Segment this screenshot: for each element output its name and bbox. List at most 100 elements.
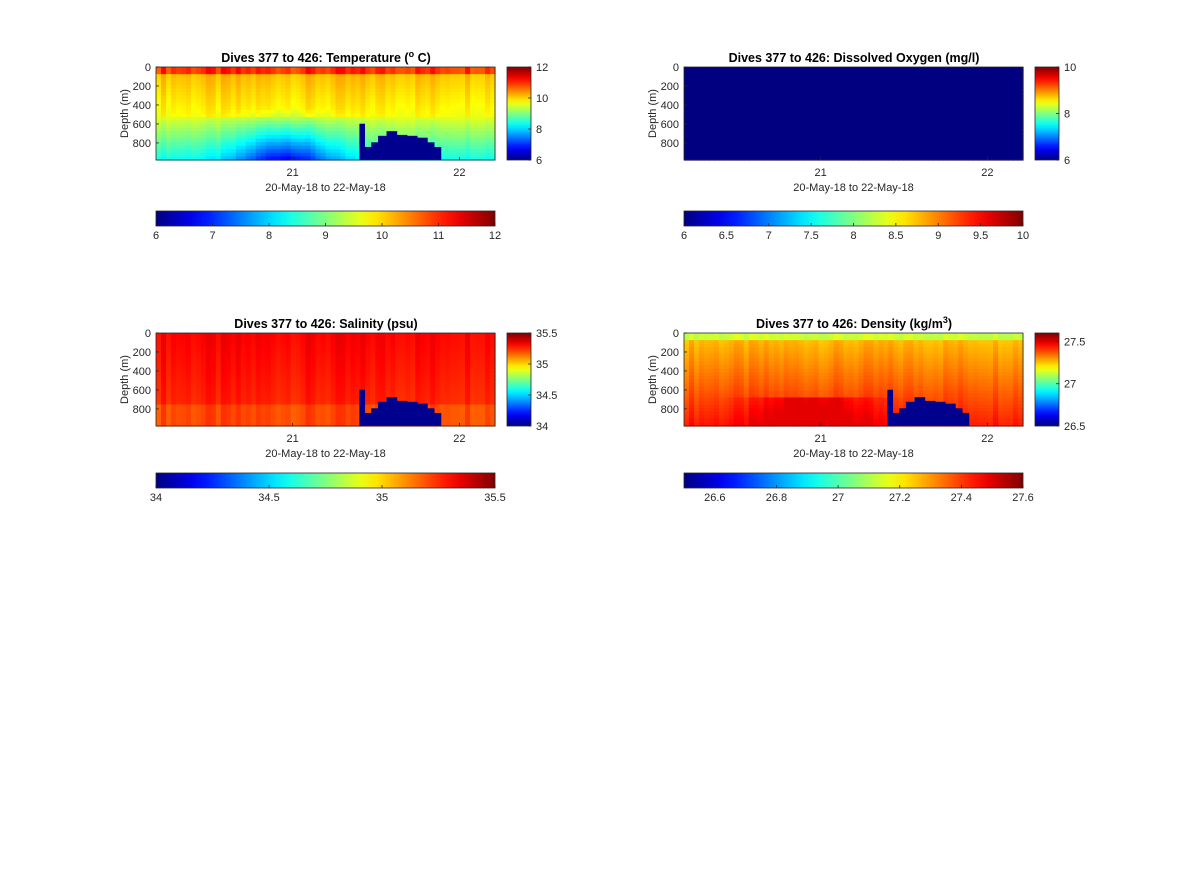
heatmap-cell [828, 77, 835, 82]
heatmap-cell [340, 106, 347, 111]
heatmap-cell [200, 134, 207, 140]
heatmap-cell [728, 131, 735, 136]
heatmap-cell [245, 397, 252, 402]
heatmap-cell [315, 113, 322, 118]
heatmap-cell [743, 131, 750, 136]
heatmap-cell [818, 88, 825, 93]
heatmap-cell [215, 400, 222, 406]
heatmap-cell [460, 77, 466, 82]
heatmap-cell [728, 77, 735, 82]
heatmap-cell [768, 120, 775, 125]
heatmap-cell [330, 336, 337, 341]
heatmap-cell [190, 340, 197, 345]
heatmap-cell [400, 375, 406, 381]
heatmap-cell [938, 156, 944, 161]
heatmap-cell [903, 81, 909, 86]
heatmap-cell [440, 106, 446, 111]
heatmap-cell [1013, 127, 1019, 132]
heatmap-cell [350, 368, 357, 373]
heatmap-cell [888, 134, 894, 140]
heatmap-cell [713, 109, 720, 115]
heatmap-cell [808, 152, 815, 158]
heatmap-cell [280, 333, 287, 338]
heatmap-cell [455, 127, 461, 132]
heatmap-cell [315, 70, 322, 75]
heatmap-cell [390, 361, 396, 366]
heatmap-cell [170, 113, 177, 118]
heatmap-cell [718, 120, 725, 125]
heatmap-cell [903, 120, 909, 125]
heatmap-cell [693, 106, 700, 111]
heatmap-cell [793, 117, 800, 122]
heatmap-cell [450, 81, 456, 86]
heatmap-cell [200, 120, 207, 125]
heatmap-cell [400, 102, 406, 107]
heatmap-cell [275, 120, 282, 125]
heatmap-cell [993, 88, 999, 93]
heatmap-cell [405, 336, 411, 341]
heatmap-cell [225, 109, 232, 115]
heatmap-cell [185, 124, 192, 129]
heatmap-cell [828, 149, 835, 154]
heatmap-cell [853, 106, 860, 111]
heatmap-cell [255, 375, 262, 381]
heatmap-cell [380, 81, 386, 86]
heatmap-cell [260, 397, 267, 402]
heatmap-cell [878, 74, 885, 79]
heatmap-cell [305, 74, 312, 79]
heatmap-cell [460, 138, 466, 143]
heatmap-cell [325, 92, 332, 97]
heatmap-cell [968, 70, 974, 75]
heatmap-cell [893, 142, 899, 147]
heatmap-cell [285, 95, 292, 100]
heatmap-cell [465, 134, 471, 140]
heatmap-cell [220, 124, 227, 129]
heatmap-cell [738, 81, 745, 86]
heatmap-cell [703, 145, 710, 150]
heatmap-cell [380, 102, 386, 107]
heatmap-cell [185, 84, 192, 90]
heatmap-cell [330, 383, 337, 388]
heatmap-cell [220, 106, 227, 111]
heatmap-cell [335, 422, 342, 427]
heatmap-cell [280, 145, 287, 150]
heatmap-cell [190, 375, 197, 381]
heatmap-cell [465, 95, 471, 100]
heatmap-cell [175, 372, 182, 377]
heatmap-cell [913, 109, 919, 115]
heatmap-cell [240, 120, 247, 125]
heatmap-cell [863, 120, 870, 125]
heatmap-cell [230, 127, 237, 132]
heatmap-cell [693, 77, 700, 82]
heatmap-cell [723, 88, 730, 93]
heatmap-cell [365, 88, 371, 93]
heatmap-cell [275, 77, 282, 82]
heatmap-cell [450, 67, 456, 72]
heatmap-cell [908, 156, 914, 161]
heatmap-cell [993, 149, 999, 154]
heatmap-cell [783, 95, 790, 100]
heatmap-cell [490, 142, 496, 147]
heatmap-cell [305, 92, 312, 97]
heatmap-cell [255, 145, 262, 150]
heatmap-cell [210, 379, 217, 384]
heatmap-cell [250, 336, 257, 341]
heatmap-cell [410, 113, 416, 118]
heatmap-cell [793, 149, 800, 154]
heatmap-cell [225, 67, 232, 72]
heatmap-cell [843, 142, 850, 147]
heatmap-cell [290, 84, 297, 90]
heatmap-cell [888, 127, 894, 132]
heatmap-cell [803, 67, 810, 72]
heatmap-cell [440, 84, 446, 90]
heatmap-cell [684, 127, 690, 132]
heatmap-cell [933, 70, 939, 75]
heatmap-cell [390, 368, 396, 373]
heatmap-cell [210, 145, 217, 150]
heatmap-cell [475, 145, 481, 150]
heatmap-cell [215, 145, 222, 150]
heatmap-cell [215, 88, 222, 93]
heatmap-cell [858, 113, 865, 118]
heatmap-cell [455, 67, 461, 72]
heatmap-cell [688, 81, 695, 86]
